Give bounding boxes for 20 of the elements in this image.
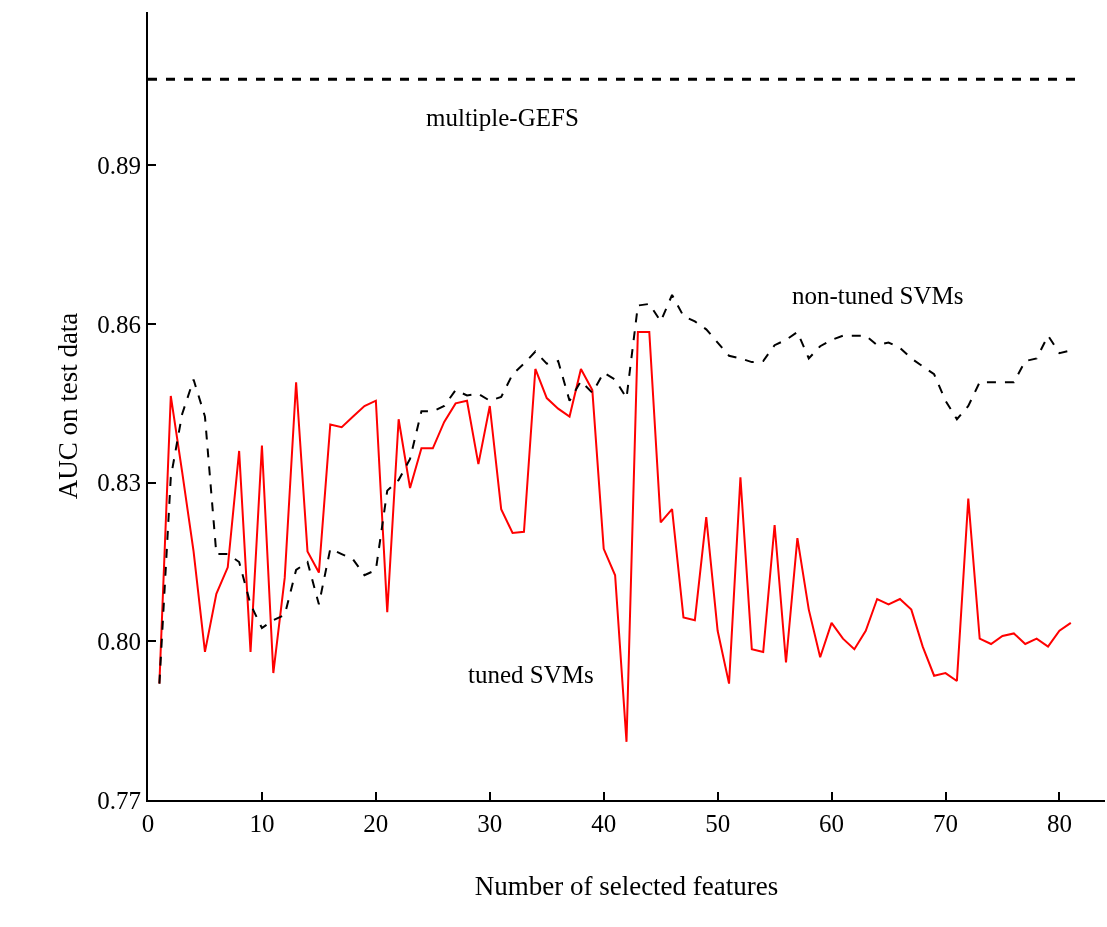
x-tick-label: 40: [591, 810, 617, 837]
x-tick-label: 60: [819, 810, 845, 837]
y-tick-label: 0.80: [97, 628, 141, 656]
x-tick-label: 10: [249, 810, 275, 837]
x-tick-label: 20: [363, 810, 389, 837]
x-tick-label: 30: [477, 810, 503, 837]
x-axis-title: Number of selected features: [474, 870, 779, 901]
x-tick-label: 0: [141, 810, 155, 837]
ref-line-label: multiple-GEFS: [426, 104, 579, 131]
y-tick-label: 0.89: [97, 152, 141, 180]
y-tick-label: 0.83: [97, 469, 141, 497]
x-tick-label: 50: [705, 810, 731, 837]
series-label: non-tuned SVMs: [792, 282, 964, 309]
x-tick-label: 70: [933, 810, 958, 837]
y-tick-label: 0.86: [97, 310, 141, 338]
y-axis-title: AUC on test data: [52, 312, 83, 500]
series-label: tuned SVMs: [468, 661, 594, 688]
line-series: [158, 330, 1072, 743]
x-tick-label: 80: [1046, 810, 1072, 837]
y-tick-label: 0.77: [97, 786, 141, 814]
